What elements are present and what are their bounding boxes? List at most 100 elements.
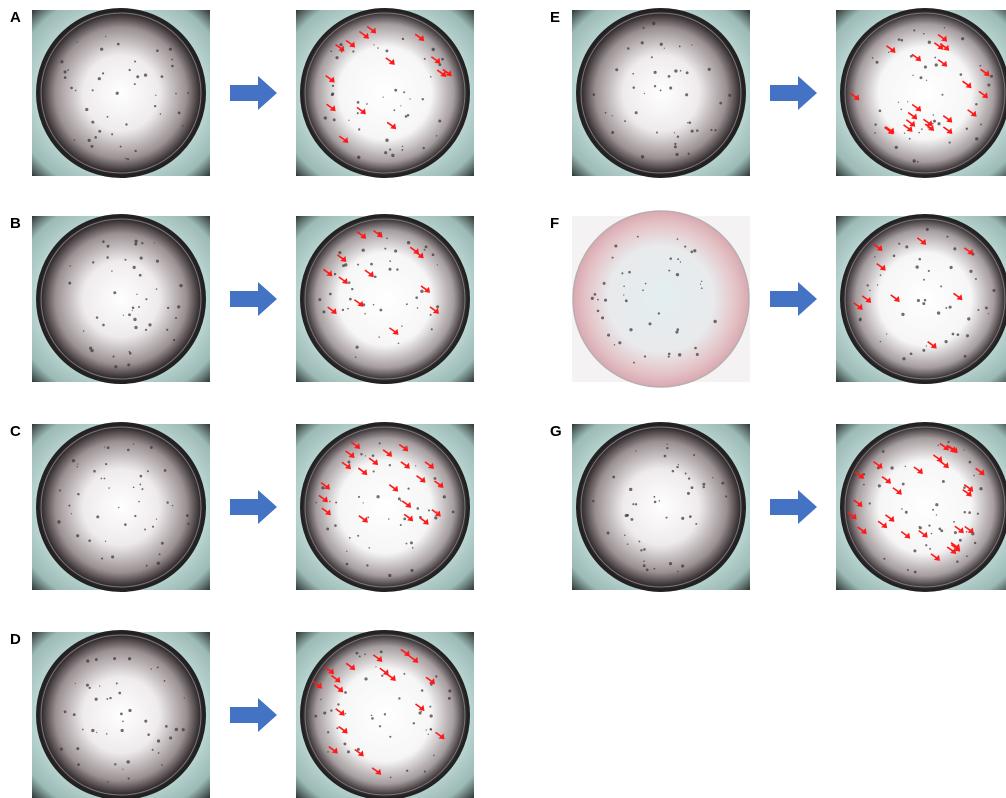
particle [373, 44, 374, 45]
particle [379, 309, 382, 312]
particle [916, 265, 919, 268]
particle [621, 272, 623, 274]
particle [380, 650, 383, 653]
particle [953, 247, 956, 250]
original-image [32, 631, 210, 798]
particle [88, 687, 90, 689]
particle [612, 476, 615, 479]
particle [360, 453, 362, 455]
particle [913, 29, 915, 31]
particle [898, 243, 900, 245]
annotated-image [296, 215, 474, 383]
particle [151, 668, 152, 669]
particle [725, 495, 727, 497]
particle [959, 539, 962, 542]
particle [364, 677, 367, 680]
particle [410, 569, 413, 572]
particle [985, 306, 988, 309]
particle [70, 87, 73, 90]
particle [156, 519, 157, 520]
particle [330, 709, 332, 711]
particle [880, 341, 881, 342]
particle [882, 450, 885, 453]
particle [407, 487, 409, 489]
particle [99, 685, 100, 686]
particle [322, 310, 325, 313]
particle [635, 503, 637, 505]
particle [638, 541, 640, 543]
particle [314, 715, 317, 718]
panel-label: F [550, 215, 559, 232]
particle [934, 57, 936, 59]
particle [869, 290, 870, 291]
particle [690, 251, 693, 254]
particle [107, 245, 110, 248]
particle [432, 253, 435, 256]
particle [425, 245, 428, 248]
particle [919, 526, 920, 527]
particle [904, 132, 905, 133]
particle [93, 470, 96, 473]
particle [424, 770, 426, 772]
particle [122, 721, 124, 723]
particle [364, 313, 366, 315]
particle [917, 161, 919, 163]
particle [134, 240, 137, 243]
particle [76, 747, 79, 750]
particle [139, 274, 142, 277]
particle [686, 71, 689, 74]
particle [961, 37, 964, 40]
particle [448, 689, 451, 692]
particle [334, 524, 337, 527]
particle [872, 57, 874, 59]
particle [615, 68, 618, 71]
particle [348, 281, 351, 284]
particle [905, 245, 908, 248]
particle [957, 333, 960, 336]
particle [874, 123, 876, 125]
particle [329, 293, 332, 296]
particle [68, 505, 70, 507]
particle [389, 736, 391, 738]
particle [134, 515, 136, 517]
original-image [572, 211, 750, 387]
particle [157, 666, 159, 668]
particle [403, 517, 406, 520]
particle [923, 279, 925, 281]
particle [320, 699, 321, 700]
particle [963, 449, 964, 450]
particle [654, 501, 657, 504]
particle [910, 352, 913, 355]
particle [944, 27, 945, 28]
particle [132, 307, 135, 310]
particle [100, 48, 103, 51]
particle [428, 734, 429, 735]
particle [949, 306, 952, 309]
particle [701, 287, 703, 289]
particle [900, 108, 902, 110]
particle [376, 495, 379, 498]
particle [635, 111, 638, 114]
particle [633, 86, 636, 89]
particle [658, 312, 660, 314]
particle [406, 303, 408, 305]
particle [912, 75, 913, 76]
particle [967, 317, 970, 320]
particle [366, 564, 368, 566]
particle [922, 302, 925, 305]
particle [167, 307, 169, 309]
particle [635, 450, 636, 451]
particle [623, 294, 624, 295]
particle [945, 307, 947, 309]
particle [917, 299, 920, 302]
particle [932, 509, 934, 511]
particle [432, 48, 435, 51]
particle [669, 257, 672, 260]
particle [660, 89, 662, 91]
particle [629, 488, 632, 491]
particle [431, 328, 433, 330]
particle [398, 342, 400, 344]
particle [346, 563, 349, 566]
particle [691, 44, 692, 45]
particle [603, 282, 606, 285]
